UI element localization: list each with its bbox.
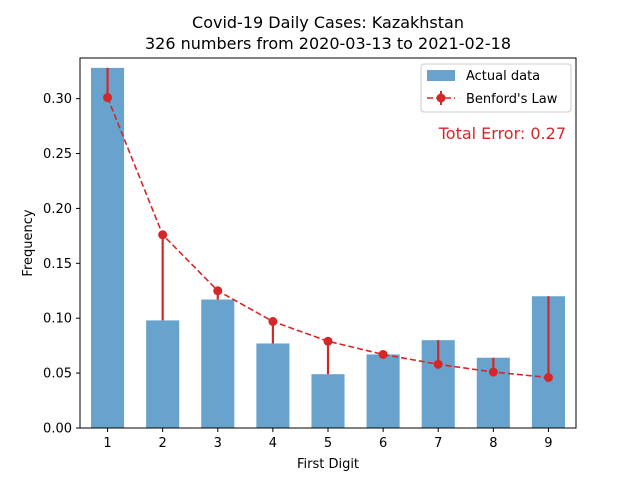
error-lines-group [106, 67, 550, 378]
x-tick-label: 8 [489, 436, 497, 451]
benford-point-4 [268, 317, 278, 327]
x-tick-label: 9 [544, 436, 552, 451]
y-tick-label: 0.30 [43, 92, 72, 107]
benford-point-7 [433, 359, 443, 369]
y-tick-label: 0.10 [43, 312, 72, 327]
bar-4 [256, 343, 290, 428]
y-tick-label: 0.05 [43, 367, 72, 382]
y-tick-label: 0.25 [43, 147, 72, 162]
benford-point-6 [378, 349, 388, 359]
chart-subtitle: 326 numbers from 2020-03-13 to 2021-02-1… [145, 34, 511, 53]
x-tick-label: 4 [269, 436, 277, 451]
x-tick-label: 2 [159, 436, 167, 451]
bar-6 [366, 354, 400, 428]
chart-title: Covid-19 Daily Cases: Kazakhstan [192, 13, 464, 32]
legend: Actual data Benford's Law [420, 63, 572, 113]
y-tick-label: 0.20 [43, 202, 72, 217]
benford-line [106, 97, 549, 379]
legend-box [420, 63, 572, 113]
legend-bar-swatch [427, 70, 455, 81]
benford-point-9 [543, 372, 553, 382]
benford-point-1 [103, 93, 113, 103]
legend-marker-swatch [436, 93, 446, 103]
bar-1 [91, 67, 125, 429]
benford-point-3 [213, 286, 223, 296]
benford-point-5 [323, 336, 333, 346]
legend-label-actual: Actual data [466, 69, 540, 84]
benford-point-8 [488, 367, 498, 377]
bar-2 [146, 320, 180, 428]
x-axis-label: First Digit [297, 457, 359, 472]
bar-5 [311, 374, 345, 428]
x-tick-label: 5 [324, 436, 332, 451]
y-axis-label: Frequency [21, 209, 36, 276]
y-tick-label: 0.15 [43, 257, 72, 272]
benford-point-2 [158, 230, 168, 240]
benford-markers-group [103, 93, 553, 382]
legend-label-benford: Benford's Law [466, 92, 558, 107]
bars-group [91, 67, 565, 429]
x-tick-label: 7 [434, 436, 442, 451]
x-tick-label: 6 [379, 436, 387, 451]
bar-3 [201, 299, 235, 428]
x-tick-label: 1 [103, 436, 111, 451]
y-axis-ticks: 0.00 0.05 0.10 0.15 0.20 0.25 0.30 [43, 92, 80, 437]
x-axis-ticks: 1 2 3 4 5 6 7 8 9 [103, 428, 553, 451]
x-tick-label: 3 [214, 436, 222, 451]
y-tick-label: 0.00 [43, 422, 72, 437]
total-error-annotation: Total Error: 0.27 [438, 124, 566, 143]
